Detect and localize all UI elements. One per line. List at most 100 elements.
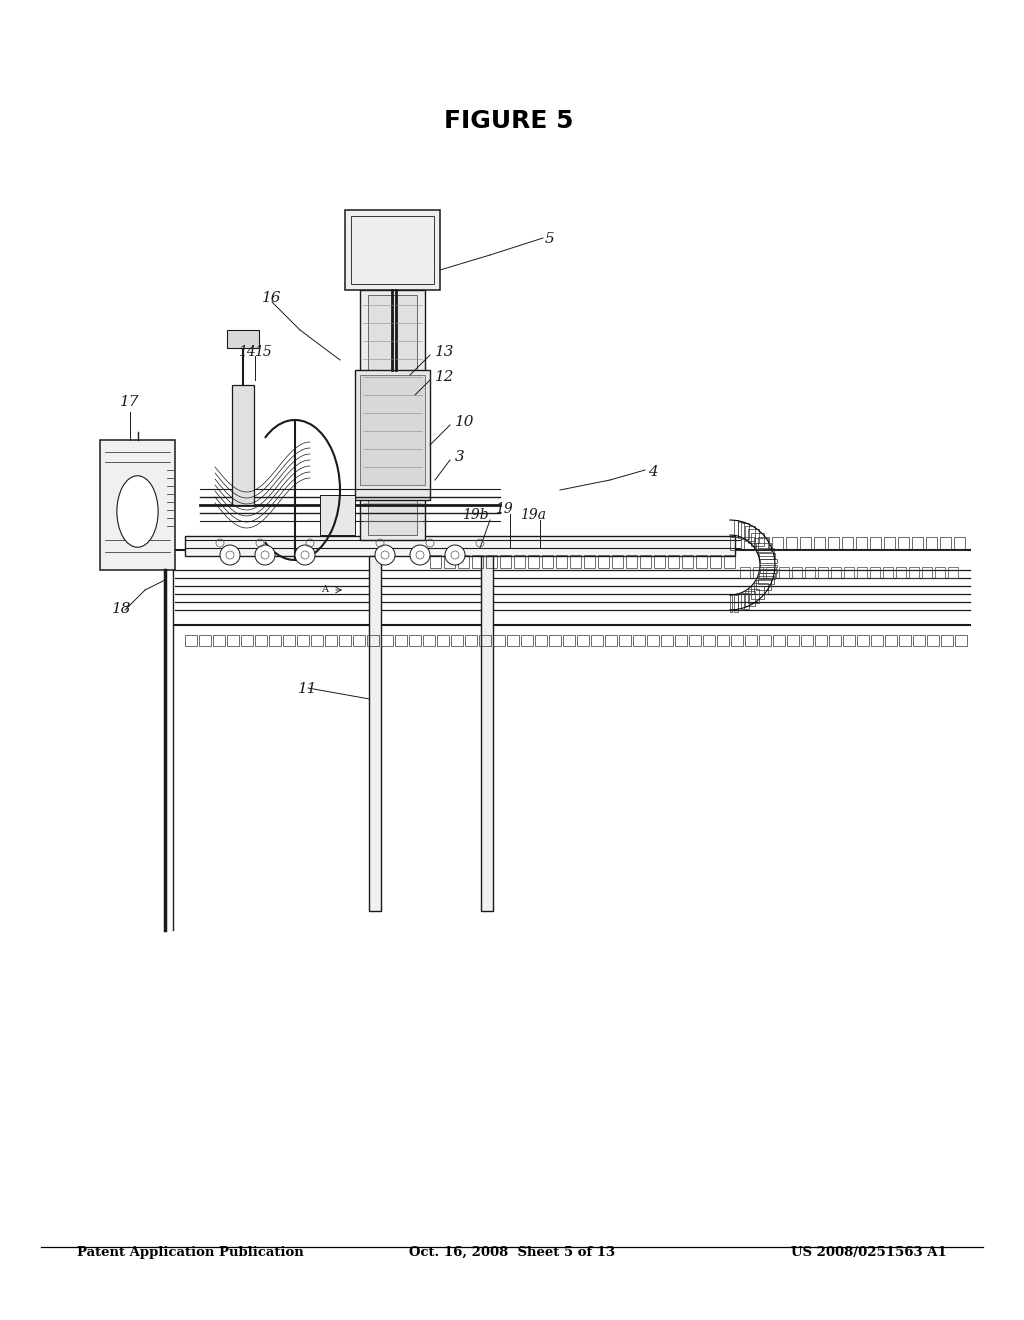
Bar [633, 635, 645, 645]
Bar [749, 529, 760, 544]
Bar [612, 554, 623, 568]
Bar [605, 635, 617, 645]
Text: 13: 13 [435, 345, 455, 359]
Circle shape [295, 545, 315, 565]
Bar [325, 635, 337, 645]
Bar [458, 554, 469, 568]
Bar [883, 568, 893, 578]
Bar [696, 554, 707, 568]
Bar [360, 375, 425, 484]
Bar [351, 216, 434, 284]
Bar [909, 568, 919, 578]
Bar [311, 635, 323, 645]
Bar [640, 554, 651, 568]
Bar [870, 537, 881, 550]
Bar [752, 586, 764, 599]
Bar [255, 635, 267, 645]
Circle shape [381, 550, 389, 558]
Bar [773, 635, 785, 645]
Bar [514, 554, 525, 568]
Bar [758, 548, 773, 556]
Bar [741, 524, 750, 540]
Bar [815, 635, 827, 645]
Bar [760, 565, 777, 568]
Text: 15: 15 [254, 345, 271, 359]
Bar [828, 537, 839, 550]
Circle shape [410, 545, 430, 565]
Bar [423, 635, 435, 645]
Bar [507, 635, 519, 645]
Bar [213, 635, 225, 645]
Bar [754, 583, 768, 594]
Bar [954, 537, 965, 550]
Bar [227, 635, 239, 645]
Bar [535, 635, 547, 645]
Bar [465, 635, 477, 645]
Bar [731, 635, 743, 645]
Bar [896, 568, 906, 578]
Text: 16: 16 [262, 290, 282, 305]
Bar [745, 635, 757, 645]
Bar [741, 593, 750, 609]
Bar [521, 635, 534, 645]
Bar [591, 635, 603, 645]
Bar [744, 537, 755, 550]
Bar [759, 573, 775, 578]
Bar [955, 635, 967, 645]
Text: 19: 19 [495, 502, 513, 516]
Bar [479, 635, 490, 645]
Bar [760, 560, 776, 564]
Bar [926, 537, 937, 550]
Bar [745, 591, 755, 606]
Text: 19a: 19a [520, 508, 546, 521]
Bar [899, 635, 911, 645]
Bar [800, 537, 811, 550]
Bar [730, 595, 732, 612]
Bar [570, 554, 581, 568]
Bar [724, 554, 735, 568]
Ellipse shape [117, 475, 158, 548]
Bar [563, 635, 575, 645]
Bar [185, 536, 735, 556]
Bar [556, 554, 567, 568]
Bar [922, 568, 932, 578]
Bar [227, 330, 259, 348]
Bar [668, 554, 679, 568]
Bar [912, 537, 923, 550]
Bar [528, 554, 539, 568]
Bar [703, 635, 715, 645]
Bar [754, 537, 768, 549]
Bar [843, 635, 855, 645]
Bar [871, 635, 883, 645]
Bar [368, 294, 417, 535]
Bar [856, 537, 867, 550]
Bar [710, 554, 721, 568]
Bar [549, 635, 561, 645]
Bar [805, 568, 815, 578]
Circle shape [261, 550, 269, 558]
Bar [857, 635, 869, 645]
Text: 5: 5 [545, 232, 555, 246]
Text: 18: 18 [112, 602, 131, 616]
Bar [100, 440, 175, 570]
Bar [682, 554, 693, 568]
Bar [801, 635, 813, 645]
Circle shape [255, 545, 275, 565]
Bar [844, 568, 854, 578]
Bar [752, 533, 764, 545]
Bar [913, 635, 925, 645]
Bar [948, 568, 958, 578]
Bar [786, 537, 797, 550]
Bar [577, 635, 589, 645]
Bar [927, 635, 939, 645]
Bar [898, 537, 909, 550]
Text: 4: 4 [648, 465, 657, 479]
Bar [395, 635, 407, 645]
Bar [818, 568, 828, 578]
Text: A: A [322, 586, 329, 594]
Bar [740, 568, 750, 578]
Text: Oct. 16, 2008  Sheet 5 of 13: Oct. 16, 2008 Sheet 5 of 13 [409, 1246, 615, 1259]
Bar [481, 556, 493, 911]
Circle shape [451, 550, 459, 558]
Bar [759, 553, 775, 560]
